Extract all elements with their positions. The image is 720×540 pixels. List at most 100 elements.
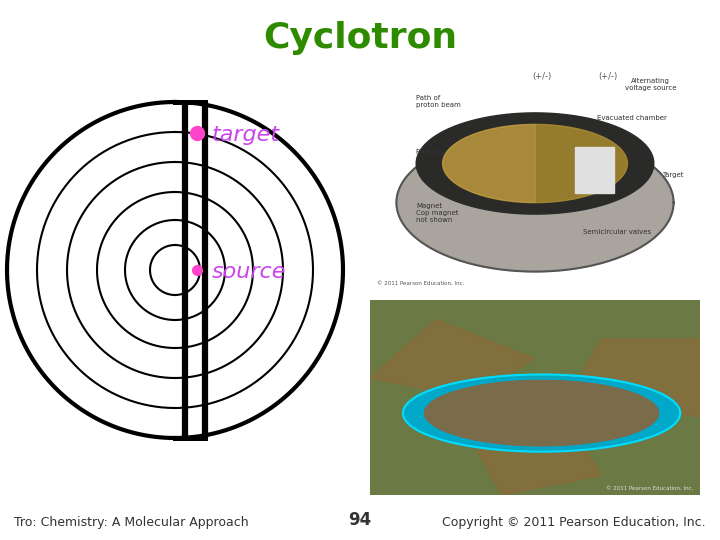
Polygon shape <box>639 433 656 435</box>
Polygon shape <box>403 410 423 411</box>
Text: Path of
proton beam: Path of proton beam <box>416 94 461 107</box>
Polygon shape <box>456 440 469 444</box>
Polygon shape <box>639 391 657 394</box>
Polygon shape <box>461 441 474 445</box>
Polygon shape <box>495 446 503 450</box>
Polygon shape <box>419 429 437 431</box>
Polygon shape <box>656 422 675 424</box>
Polygon shape <box>415 427 434 429</box>
Polygon shape <box>492 445 500 449</box>
Polygon shape <box>632 435 648 438</box>
Polygon shape <box>448 438 462 442</box>
Polygon shape <box>411 400 431 401</box>
Polygon shape <box>406 421 426 422</box>
Polygon shape <box>469 442 482 447</box>
Polygon shape <box>658 406 678 407</box>
Polygon shape <box>613 441 626 444</box>
Polygon shape <box>649 427 668 429</box>
Polygon shape <box>608 441 620 445</box>
Polygon shape <box>652 426 670 428</box>
Polygon shape <box>446 438 461 442</box>
Polygon shape <box>660 408 679 409</box>
Text: Tro: Chemistry: A Molecular Approach: Tro: Chemistry: A Molecular Approach <box>14 516 249 529</box>
Polygon shape <box>450 384 464 387</box>
Polygon shape <box>512 447 518 451</box>
Polygon shape <box>425 392 443 395</box>
Polygon shape <box>410 424 429 426</box>
Polygon shape <box>565 375 571 380</box>
Polygon shape <box>603 442 614 446</box>
Polygon shape <box>449 438 463 442</box>
Polygon shape <box>608 381 620 385</box>
Polygon shape <box>568 447 574 451</box>
Polygon shape <box>458 382 472 386</box>
Polygon shape <box>493 446 502 449</box>
Polygon shape <box>541 448 543 451</box>
Polygon shape <box>651 426 670 428</box>
Text: (+/-): (+/-) <box>598 71 617 80</box>
Polygon shape <box>469 417 601 495</box>
Polygon shape <box>660 416 680 417</box>
Polygon shape <box>616 440 630 443</box>
Polygon shape <box>628 387 644 390</box>
Polygon shape <box>423 431 441 434</box>
Polygon shape <box>535 124 627 202</box>
Text: Alternating
voltage source: Alternating voltage source <box>625 78 676 91</box>
Polygon shape <box>410 400 430 402</box>
Polygon shape <box>505 376 512 380</box>
Polygon shape <box>618 439 632 443</box>
Polygon shape <box>643 393 660 395</box>
Polygon shape <box>420 430 438 433</box>
Polygon shape <box>624 385 639 389</box>
Polygon shape <box>404 408 424 409</box>
Polygon shape <box>410 401 429 403</box>
Polygon shape <box>405 420 426 421</box>
Polygon shape <box>645 430 663 432</box>
Polygon shape <box>613 382 627 386</box>
Polygon shape <box>462 381 475 385</box>
Polygon shape <box>490 377 499 381</box>
Polygon shape <box>643 431 660 434</box>
Polygon shape <box>649 427 667 430</box>
Polygon shape <box>459 441 472 444</box>
Polygon shape <box>500 376 508 380</box>
Polygon shape <box>409 401 428 403</box>
Polygon shape <box>413 399 431 401</box>
Polygon shape <box>584 445 593 449</box>
Polygon shape <box>541 375 543 379</box>
Polygon shape <box>438 387 454 390</box>
Polygon shape <box>596 379 606 383</box>
Polygon shape <box>497 446 505 450</box>
Polygon shape <box>589 377 599 382</box>
Polygon shape <box>611 441 624 444</box>
Polygon shape <box>462 441 475 445</box>
Polygon shape <box>510 447 516 451</box>
Polygon shape <box>654 401 674 403</box>
Polygon shape <box>659 418 679 419</box>
Polygon shape <box>660 417 679 418</box>
Polygon shape <box>527 375 531 379</box>
Polygon shape <box>553 447 557 451</box>
Polygon shape <box>420 394 438 396</box>
Polygon shape <box>427 433 444 435</box>
Polygon shape <box>543 448 544 451</box>
Polygon shape <box>423 430 440 433</box>
Polygon shape <box>419 395 437 397</box>
Polygon shape <box>405 406 425 407</box>
Polygon shape <box>635 389 652 392</box>
Polygon shape <box>587 445 595 449</box>
Polygon shape <box>432 434 449 437</box>
Polygon shape <box>503 446 510 450</box>
Polygon shape <box>649 397 668 399</box>
Polygon shape <box>538 448 540 451</box>
Polygon shape <box>651 398 670 400</box>
Polygon shape <box>644 430 662 433</box>
Polygon shape <box>656 403 676 404</box>
Polygon shape <box>570 447 576 451</box>
Polygon shape <box>430 390 447 393</box>
Polygon shape <box>654 400 672 402</box>
Polygon shape <box>562 447 567 451</box>
Polygon shape <box>408 422 428 424</box>
Polygon shape <box>421 394 439 396</box>
Polygon shape <box>550 375 554 379</box>
